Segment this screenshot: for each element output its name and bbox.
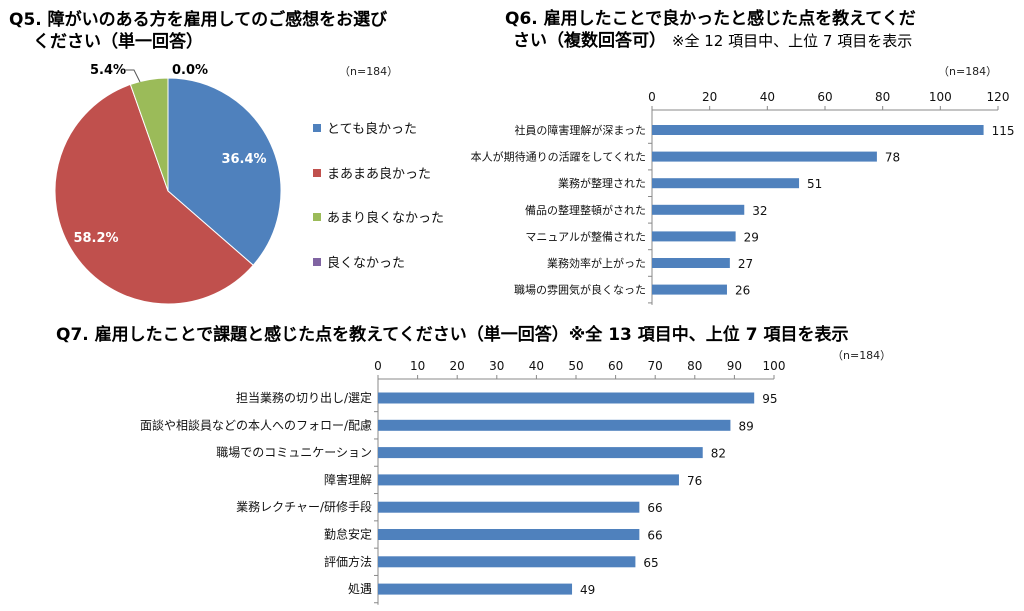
q7-bar-1: [378, 419, 731, 431]
q6-category-label-6: 職場の雰囲気が良くなった: [514, 283, 646, 297]
q7-category-label-7: 処遇: [348, 582, 372, 596]
pie-slice-2: [129, 77, 169, 192]
q7-n-label: （n=184）: [832, 349, 891, 362]
q7-category-label-0: 担当業務の切り出し/選定: [236, 390, 372, 405]
q6-value-label-4: 29: [744, 230, 759, 244]
q6-value-label-3: 32: [752, 204, 767, 218]
q6-category-label-1: 本人が期待通りの活躍をしてくれた: [471, 150, 646, 164]
q6-tick-label-2: 40: [760, 90, 775, 104]
pie-label-3: 0.0%: [172, 63, 208, 78]
q6-category-label-0: 社員の障害理解が深まった: [514, 123, 646, 137]
legend-swatch-1: [313, 169, 321, 177]
q6-value-label-0: 115: [992, 124, 1015, 138]
q7-bar-0: [378, 392, 755, 404]
q7-title: Q7. 雇用したことで課題と感じた点を教えてください（単一回答）※全 13 項目…: [56, 325, 849, 345]
pie-label-0: 36.4%: [221, 152, 266, 167]
q7-tick-label-1: 10: [410, 359, 425, 373]
q6-tick-label-5: 100: [929, 90, 952, 104]
q7-value-label-3: 76: [687, 474, 702, 488]
q7-value-label-1: 89: [738, 419, 753, 433]
q7-category-label-1: 面談や相談員などの本人へのフォロー/配慮: [140, 417, 372, 432]
pie-slice-1: [54, 83, 254, 305]
q6-tick-label-4: 80: [875, 90, 890, 104]
q6-value-label-6: 26: [735, 284, 750, 298]
legend-label-2: あまり良くなかった: [327, 210, 444, 226]
q6-title-note: ※全 12 項目中、上位 7 項目を表示: [671, 32, 913, 50]
legend-label-1: まあまあ良かった: [327, 166, 431, 182]
q6-bar-1: [652, 151, 877, 162]
q6-title: Q6. 雇用したことで良かったと感じた点を教えてくだ さい（複数回答可） ※全 …: [505, 8, 916, 52]
q6-n-label: （n=184）: [938, 65, 997, 78]
q5-title: Q5. 障がいのある方を雇用してのご感想をお選び ください（単一回答）: [9, 9, 387, 53]
q7-value-label-0: 95: [762, 392, 777, 406]
legend-swatch-0: [313, 124, 321, 132]
q7-value-label-5: 66: [647, 529, 662, 543]
legend-swatch-3: [313, 258, 321, 266]
q7-value-label-7: 49: [580, 583, 595, 597]
q7-tick-label-0: 0: [374, 359, 382, 373]
pie-slice-0: [167, 77, 282, 266]
q7-tick-label-9: 90: [727, 359, 742, 373]
q7-category-label-2: 職場でのコミュニケーション: [216, 446, 372, 460]
legend-label-0: とても良かった: [327, 121, 417, 137]
q7-bar-6: [378, 556, 636, 568]
pie-label-2: 5.4%: [90, 63, 126, 78]
q7-bar-5: [378, 529, 640, 540]
q7-tick-label-8: 80: [687, 359, 702, 373]
q7-bar-4: [378, 501, 640, 513]
q6-category-label-3: 備品の整理整頓がされた: [525, 203, 646, 217]
q7-category-label-3: 障害理解: [324, 472, 372, 487]
legend-swatch-2: [313, 213, 321, 221]
pie-label-1: 58.2%: [73, 231, 118, 246]
q7-bar-7: [378, 583, 573, 595]
q6-bar-5: [652, 258, 730, 268]
q6-bar-0: [652, 125, 984, 135]
q7-bar-2: [378, 447, 703, 459]
q7-value-label-2: 82: [711, 447, 726, 461]
q6-tick-label-6: 120: [987, 90, 1010, 104]
q7-tick-label-3: 30: [489, 359, 504, 373]
q6-bar-4: [652, 231, 736, 242]
q7-tick-label-4: 40: [529, 359, 544, 373]
q7-category-label-5: 勤怠安定: [324, 527, 372, 542]
q7-tick-label-7: 70: [648, 359, 663, 373]
q6-tick-label-3: 60: [817, 90, 832, 104]
q7-tick-label-6: 60: [608, 359, 623, 373]
q6-title-line-1: Q6. 雇用したことで良かったと感じた点を教えてくだ: [505, 9, 916, 29]
q7-tick-label-2: 20: [450, 359, 465, 373]
q7-value-label-4: 66: [647, 501, 662, 515]
q6-bar-3: [652, 204, 745, 215]
q5-title-line-1: Q5. 障がいのある方を雇用してのご感想をお選び: [9, 10, 388, 30]
q7-tick-label-5: 50: [568, 359, 583, 373]
q5-n-label: （n=184）: [339, 65, 398, 78]
q5-title-line-2: ください（単一回答）: [33, 32, 203, 52]
q7-category-label-6: 評価方法: [324, 554, 372, 569]
q6-title-line-2: さい（複数回答可）: [513, 31, 666, 51]
q6-tick-label-0: 0: [648, 90, 656, 104]
q7-category-label-4: 業務レクチャー/研修手段: [236, 499, 372, 514]
q6-value-label-1: 78: [885, 151, 900, 165]
q6-bar-6: [652, 284, 727, 295]
q6-category-label-2: 業務が整理された: [558, 176, 646, 190]
q6-category-label-4: マニュアルが整備された: [525, 229, 646, 243]
q6-bar-2: [652, 178, 800, 189]
pie-leader-line: [125, 69, 141, 83]
q7-value-label-6: 65: [643, 556, 658, 570]
q6-value-label-5: 27: [738, 257, 753, 271]
q6-value-label-2: 51: [807, 177, 822, 191]
q7-bar-3: [378, 474, 679, 486]
q7-tick-label-10: 100: [763, 359, 786, 373]
q6-category-label-5: 業務効率が上がった: [547, 256, 646, 270]
legend-label-3: 良くなかった: [327, 255, 405, 271]
q6-tick-label-1: 20: [702, 90, 717, 104]
